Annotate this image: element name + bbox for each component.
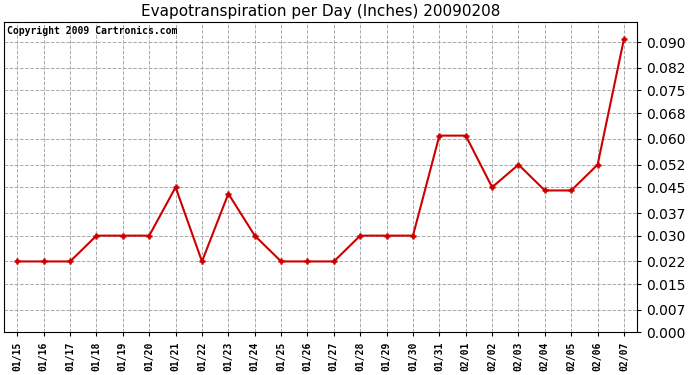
Title: Evapotranspiration per Day (Inches) 20090208: Evapotranspiration per Day (Inches) 2009…: [141, 4, 500, 19]
Text: Copyright 2009 Cartronics.com: Copyright 2009 Cartronics.com: [8, 26, 178, 36]
